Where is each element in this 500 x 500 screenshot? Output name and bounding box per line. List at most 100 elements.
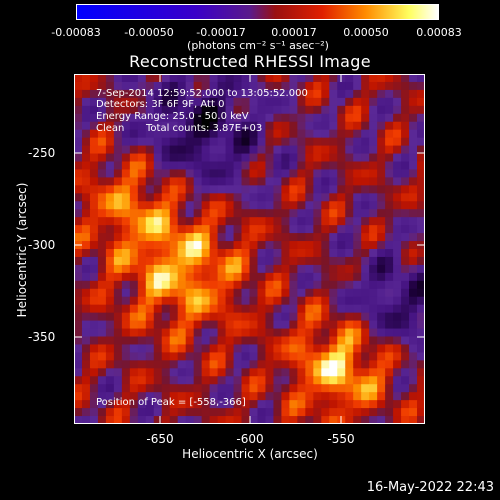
heatmap-cell <box>385 201 394 210</box>
heatmap-cell <box>345 352 354 361</box>
heatmap-cell <box>97 193 107 202</box>
heatmap-cell <box>361 105 370 115</box>
heatmap-cell <box>369 74 378 83</box>
heatmap-cell <box>209 328 219 338</box>
heatmap-cell <box>377 376 386 385</box>
heatmap-cell <box>121 368 131 377</box>
heatmap-cell <box>305 249 314 258</box>
heatmap-cell <box>217 201 227 210</box>
heatmap-cell <box>129 392 139 401</box>
heatmap-cell <box>353 360 362 369</box>
heatmap-cell <box>401 177 410 186</box>
heatmap-cell <box>233 97 243 107</box>
heatmap-cell <box>161 241 171 250</box>
heatmap-cell <box>289 288 298 298</box>
heatmap-cell <box>121 233 131 242</box>
heatmap-cell <box>74 177 83 186</box>
heatmap-cell <box>177 288 187 298</box>
heatmap-cell <box>377 193 386 202</box>
heatmap-cell <box>249 105 259 115</box>
heatmap-cell <box>193 97 203 107</box>
heatmap-cell <box>193 161 203 171</box>
heatmap-cell <box>369 392 378 401</box>
heatmap-cell <box>337 344 346 353</box>
heatmap-cell <box>249 336 259 346</box>
heatmap-cell <box>345 161 354 171</box>
heatmap-cell <box>97 368 107 377</box>
heatmap-cell <box>321 376 330 385</box>
heatmap-cell <box>321 392 330 401</box>
heatmap-cell <box>353 241 362 250</box>
heatmap-cell <box>281 249 290 258</box>
heatmap-cell <box>369 97 378 107</box>
heatmap-cell <box>385 81 394 91</box>
heatmap-cell <box>185 400 195 409</box>
heatmap-cell <box>233 185 243 194</box>
heatmap-cell <box>145 249 155 258</box>
heatmap-cell <box>401 121 410 131</box>
heatmap-cell <box>161 400 171 409</box>
heatmap-cell <box>241 408 251 417</box>
heatmap-cell <box>105 81 115 91</box>
heatmap-cell <box>177 89 187 99</box>
heatmap-cell <box>121 137 131 147</box>
heatmap-cell <box>329 368 338 377</box>
heatmap-cell <box>353 81 362 91</box>
heatmap-cell <box>369 272 378 282</box>
heatmap-cell <box>377 201 386 210</box>
heatmap-cell <box>161 312 171 322</box>
heatmap-cell <box>409 89 418 99</box>
heatmap-cell <box>313 320 322 330</box>
heatmap-cell <box>193 217 203 226</box>
heatmap-cell <box>297 400 306 409</box>
heatmap-cell <box>273 416 283 424</box>
heatmap-cell <box>201 89 211 99</box>
heatmap-cell <box>385 296 394 306</box>
heatmap-cell <box>225 161 235 171</box>
heatmap-cell <box>281 105 290 115</box>
heatmap-cell <box>409 81 418 91</box>
heatmap-cell <box>353 121 362 131</box>
heatmap-cell <box>401 328 410 338</box>
heatmap-cell <box>137 249 147 258</box>
heatmap-cell <box>321 217 330 226</box>
heatmap-cell <box>393 121 402 131</box>
heatmap-cell <box>129 145 139 155</box>
heatmap-cell <box>401 336 410 346</box>
heatmap-cell <box>113 328 123 338</box>
heatmap-cell <box>345 241 354 250</box>
heatmap-cell <box>329 392 338 401</box>
y-tick-label: -300 <box>28 238 56 252</box>
heatmap-cell <box>217 336 227 346</box>
heatmap-cell <box>113 272 123 282</box>
heatmap-cell <box>337 201 346 210</box>
heatmap-cell <box>81 137 91 147</box>
colorbar-tick: 0.00017 <box>271 26 317 39</box>
heatmap-cell <box>257 169 267 178</box>
heatmap-cell <box>177 169 187 178</box>
heatmap-cell <box>177 264 187 274</box>
heatmap-cell <box>353 352 362 361</box>
heatmap-cell <box>417 233 425 242</box>
heatmap-cell <box>377 105 386 115</box>
heatmap-cell <box>313 153 322 163</box>
heatmap-cell <box>361 185 370 194</box>
heatmap-cell <box>225 408 235 417</box>
heatmap-cell <box>329 336 338 346</box>
heatmap-cell <box>241 296 251 306</box>
heatmap-cell <box>321 296 330 306</box>
heatmap-cell <box>225 296 235 306</box>
heatmap-cell <box>353 392 362 401</box>
heatmap-cell <box>225 129 235 139</box>
heatmap-cell <box>137 74 147 83</box>
heatmap-cell <box>313 209 322 218</box>
heatmap-cell <box>185 233 195 242</box>
heatmap-cell <box>113 256 123 266</box>
heatmap-cell <box>113 288 123 298</box>
heatmap-cell <box>313 217 322 226</box>
heatmap-cell <box>233 304 243 314</box>
heatmap-cell <box>153 177 163 186</box>
heatmap-cell <box>177 209 187 218</box>
heatmap-cell <box>81 81 91 91</box>
heatmap-cell <box>193 392 203 401</box>
